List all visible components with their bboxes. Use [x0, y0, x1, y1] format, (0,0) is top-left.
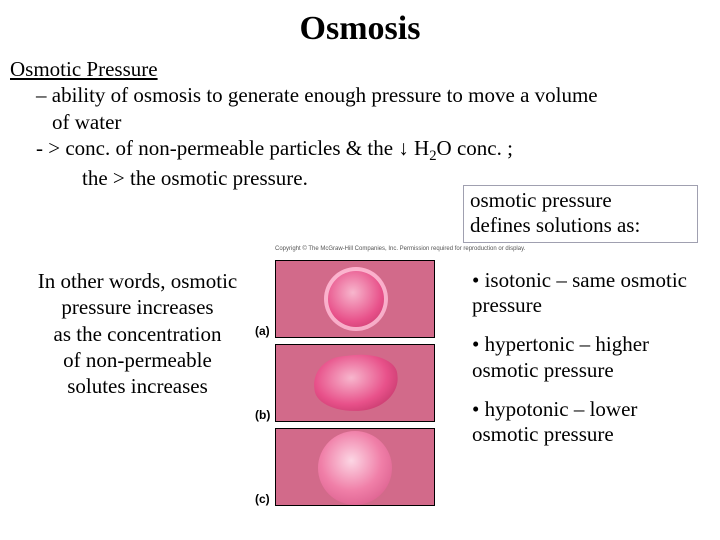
lower-region: In other words, osmotic pressure increas… — [0, 260, 720, 540]
line2-pre: - > conc. of non-permeable particles & t… — [36, 136, 429, 160]
label-a: (a) — [255, 324, 270, 338]
cell-images: (a) (b) (c) — [275, 260, 455, 512]
slide-title: Osmosis — [0, 0, 720, 56]
left-l1: In other words, osmotic — [20, 268, 255, 294]
left-l4: of non-permeable — [20, 347, 255, 373]
left-explain: In other words, osmotic pressure increas… — [20, 268, 255, 399]
label-c: (c) — [255, 492, 270, 506]
cell-image-hypertonic — [275, 344, 435, 422]
defines-box: osmotic pressure defines solutions as: — [463, 185, 698, 243]
defines-line-2: defines solutions as: — [470, 213, 691, 238]
hyper-term: • hypertonic — [472, 332, 574, 356]
def-line-2: - > conc. of non-permeable particles & t… — [10, 135, 710, 166]
def-line-1a: – ability of osmosis to generate enough … — [10, 82, 710, 108]
left-l3: as the concentration — [20, 321, 255, 347]
solution-types: • isotonic – same osmotic pressure • hyp… — [472, 268, 702, 461]
def-hypotonic: • hypotonic – lower osmotic pressure — [472, 397, 702, 447]
def-hypertonic: • hypertonic – higher osmotic pressure — [472, 332, 702, 382]
content-block: Osmotic Pressure – ability of osmosis to… — [0, 56, 720, 192]
hypo-term: • hypotonic — [472, 397, 569, 421]
def-isotonic: • isotonic – same osmotic pressure — [472, 268, 702, 318]
left-l2: pressure increases — [20, 294, 255, 320]
cell-image-hypotonic — [275, 428, 435, 506]
row-c: (c) — [275, 428, 455, 506]
line2-sub: 2 — [429, 148, 436, 164]
def-line-1b: of water — [10, 109, 710, 135]
defines-line-1: osmotic pressure — [470, 188, 691, 213]
line2-post: O conc. ; — [437, 136, 513, 160]
row-b: (b) — [275, 344, 455, 422]
cell-image-isotonic — [275, 260, 435, 338]
left-l5: solutes increases — [20, 373, 255, 399]
row-a: (a) — [275, 260, 455, 338]
label-b: (b) — [255, 408, 270, 422]
copyright-text: Copyright © The McGraw-Hill Companies, I… — [275, 246, 525, 252]
subheading: Osmotic Pressure — [10, 56, 710, 82]
iso-term: • isotonic — [472, 268, 551, 292]
